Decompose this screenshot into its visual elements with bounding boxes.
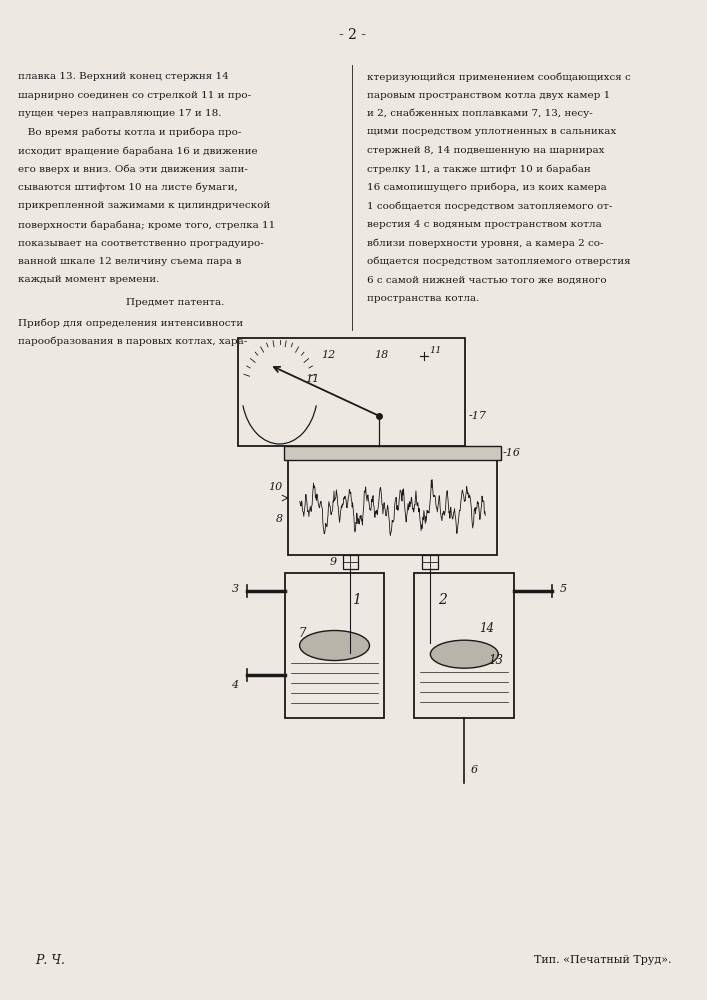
Bar [284, 446, 501, 460]
Text: 2: 2 [438, 593, 447, 607]
Bar [285, 573, 385, 718]
Text: 3: 3 [231, 584, 239, 594]
Text: Тип. «Печатный Труд».: Тип. «Печатный Труд». [534, 955, 671, 965]
Text: стрелку 11, а также штифт 10 и барабан: стрелку 11, а также штифт 10 и барабан [368, 164, 591, 174]
Text: 1: 1 [352, 593, 361, 607]
Text: 14: 14 [479, 622, 493, 635]
Text: -16: -16 [502, 448, 520, 458]
Text: его вверх и вниз. Оба эти движения запи-: его вверх и вниз. Оба эти движения запи- [18, 164, 248, 174]
Text: 8: 8 [276, 514, 283, 524]
Text: 6 с самой нижней частью того же водяного: 6 с самой нижней частью того же водяного [368, 275, 607, 284]
Bar [238, 338, 465, 446]
Text: Р. Ч.: Р. Ч. [35, 954, 65, 966]
Text: поверхности барабана; кроме того, стрелка 11: поверхности барабана; кроме того, стрелк… [18, 220, 275, 230]
Text: 6: 6 [470, 765, 477, 775]
Text: 13: 13 [489, 654, 503, 666]
Text: исходит вращение барабана 16 и движение: исходит вращение барабана 16 и движение [18, 146, 257, 155]
Text: -17: -17 [468, 411, 486, 421]
Text: 10: 10 [269, 482, 283, 492]
Text: 5: 5 [560, 584, 567, 594]
Bar [342, 555, 358, 569]
Text: - 2 -: - 2 - [339, 28, 366, 42]
Text: щими посредством уплотненных в сальниках: щими посредством уплотненных в сальниках [368, 127, 617, 136]
Text: 9: 9 [329, 557, 337, 567]
Text: 11: 11 [429, 346, 442, 355]
Text: вблизи поверхности уровня, а камера 2 со-: вблизи поверхности уровня, а камера 2 со… [368, 238, 604, 248]
Text: и 2, снабженных поплавками 7, 13, несу-: и 2, снабженных поплавками 7, 13, несу- [368, 109, 593, 118]
Bar [414, 573, 514, 718]
Ellipse shape [431, 640, 498, 668]
Bar [422, 555, 438, 569]
Text: 4: 4 [231, 680, 239, 690]
Text: 16 самопишущего прибора, из коих камера: 16 самопишущего прибора, из коих камера [368, 183, 607, 192]
Text: прикрепленной зажимами к цилиндрической: прикрепленной зажимами к цилиндрической [18, 202, 270, 211]
Text: паровым пространством котла двух камер 1: паровым пространством котла двух камер 1 [368, 91, 611, 100]
Text: общается посредством затопляемого отверстия: общается посредством затопляемого отверс… [368, 257, 631, 266]
Text: ктеризующийся применением сообщающихся с: ктеризующийся применением сообщающихся с [368, 72, 631, 82]
Text: пущен через направляющие 17 и 18.: пущен через направляющие 17 и 18. [18, 109, 221, 118]
Bar [288, 460, 497, 555]
Text: 18: 18 [374, 350, 388, 360]
Text: ванной шкале 12 величину съема пара в: ванной шкале 12 величину съема пара в [18, 257, 241, 266]
Text: стержней 8, 14 подвешенную на шарнирах: стержней 8, 14 подвешенную на шарнирах [368, 146, 605, 155]
Text: шарнирно соединен со стрелкой 11 и про-: шарнирно соединен со стрелкой 11 и про- [18, 91, 251, 100]
Ellipse shape [300, 631, 370, 660]
Text: Прибор для определения интенсивности: Прибор для определения интенсивности [18, 318, 243, 328]
Text: Предмет патента.: Предмет патента. [126, 298, 224, 307]
Text: Во время работы котла и прибора про-: Во время работы котла и прибора про- [18, 127, 241, 137]
Text: 11: 11 [305, 374, 320, 384]
Text: 12: 12 [322, 350, 336, 360]
Text: парообразования в паровых котлах, хара-: парообразования в паровых котлах, хара- [18, 337, 247, 347]
Text: пространства котла.: пространства котла. [368, 294, 480, 303]
Text: сываются штифтом 10 на листе бумаги,: сываются штифтом 10 на листе бумаги, [18, 183, 238, 192]
Text: 1 сообщается посредством затопляемого от-: 1 сообщается посредством затопляемого от… [368, 202, 613, 211]
Text: каждый момент времени.: каждый момент времени. [18, 275, 159, 284]
Text: показывает на соответственно проградуиро-: показывает на соответственно проградуиро… [18, 238, 264, 247]
Text: плавка 13. Верхний конец стержня 14: плавка 13. Верхний конец стержня 14 [18, 72, 229, 81]
Text: верстия 4 с водяным пространством котла: верстия 4 с водяным пространством котла [368, 220, 602, 229]
Text: 7: 7 [299, 627, 306, 640]
